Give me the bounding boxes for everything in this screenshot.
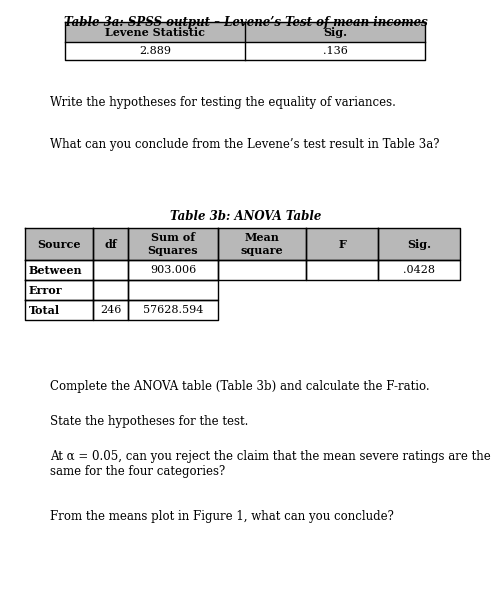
Bar <box>25 228 460 260</box>
Text: State the hypotheses for the test.: State the hypotheses for the test. <box>50 415 248 428</box>
Text: Sig.: Sig. <box>323 27 347 37</box>
Text: Total: Total <box>29 304 60 315</box>
Text: Sum of
Squares: Sum of Squares <box>148 232 198 256</box>
Text: F: F <box>338 238 346 250</box>
Text: From the means plot in Figure 1, what can you conclude?: From the means plot in Figure 1, what ca… <box>50 510 394 523</box>
Text: Mean
square: Mean square <box>241 232 283 256</box>
Text: Levene Statistic: Levene Statistic <box>105 27 205 37</box>
Text: 903.006: 903.006 <box>150 265 196 275</box>
Text: Error: Error <box>29 285 62 295</box>
Text: Write the hypotheses for testing the equality of variances.: Write the hypotheses for testing the equ… <box>50 96 396 109</box>
Text: df: df <box>104 238 117 250</box>
Text: Complete the ANOVA table (Table 3b) and calculate the F-ratio.: Complete the ANOVA table (Table 3b) and … <box>50 380 430 393</box>
Text: Source: Source <box>37 238 81 250</box>
Text: .0428: .0428 <box>403 265 435 275</box>
Text: Between: Between <box>29 264 83 276</box>
Text: What can you conclude from the Levene’s test result in Table 3a?: What can you conclude from the Levene’s … <box>50 138 439 151</box>
Text: .136: .136 <box>323 46 347 56</box>
Text: Table 3b: ANOVA Table: Table 3b: ANOVA Table <box>170 210 322 223</box>
Text: 57628.594: 57628.594 <box>143 305 203 315</box>
Bar <box>65 22 425 42</box>
Text: 246: 246 <box>100 305 121 315</box>
Text: Sig.: Sig. <box>407 238 431 250</box>
Text: Table 3a: SPSS output – Levene’s Test of mean incomes: Table 3a: SPSS output – Levene’s Test of… <box>64 16 428 29</box>
Text: 2.889: 2.889 <box>139 46 171 56</box>
Text: At α = 0.05, can you reject the claim that the mean severe ratings are the
same : At α = 0.05, can you reject the claim th… <box>50 450 491 478</box>
